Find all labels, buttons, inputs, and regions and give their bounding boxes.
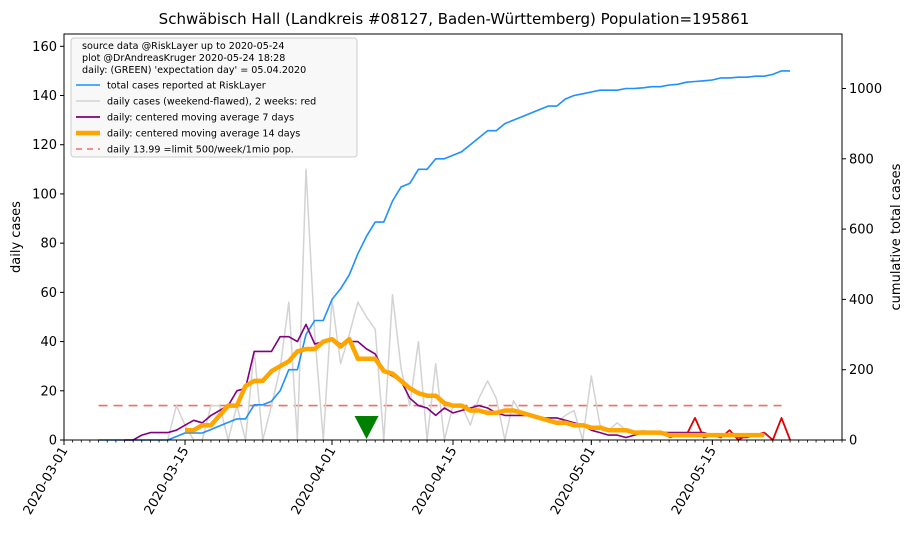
legend: source data @RiskLayer up to 2020-05-24p…	[70, 37, 358, 158]
series-total-cases	[98, 70, 791, 441]
y-axis-label-right: cumulative total cases	[889, 163, 904, 310]
series-ma14	[185, 336, 765, 438]
y-right-tick-label: 1000	[849, 82, 882, 97]
series-layer	[98, 70, 791, 441]
legend-box	[70, 37, 358, 158]
series-daily-cases-recent	[668, 416, 791, 441]
y-left-tick-label: 120	[32, 138, 57, 153]
y-right-tick-label: 0	[849, 434, 857, 449]
legend-total-label: total cases reported at RiskLayer	[107, 81, 266, 92]
y-left-tick-label: 60	[40, 286, 57, 301]
legend-header-line: source data @RiskLayer up to 2020-05-24	[82, 41, 285, 52]
legend-daily-label: daily cases (weekend-flawed), 2 weeks: r…	[107, 97, 316, 108]
y-left-tick-label: 40	[40, 335, 57, 350]
y-right-tick-label: 800	[849, 152, 874, 167]
y-left-tick-label: 140	[32, 89, 57, 104]
legend-limit-label: daily 13.99 =limit 500/week/1mio pop.	[107, 145, 294, 156]
legend-header-line: plot @DrAndreasKruger 2020-05-24 18:28	[82, 53, 285, 64]
y-left-tick-label: 100	[32, 187, 57, 202]
y-left-tick-label: 80	[40, 237, 57, 252]
legend-ma7-label: daily: centered moving average 7 days	[107, 113, 294, 124]
legend-header-line: daily: (GREEN) 'expectation day' = 05.04…	[82, 65, 306, 76]
y-right-tick-label: 200	[849, 363, 874, 378]
y-left-tick-label: 0	[49, 434, 57, 449]
chart-title: Schwäbisch Hall (Landkreis #08127, Baden…	[159, 10, 750, 28]
y-left-tick-label: 160	[32, 40, 57, 55]
expectation-day-marker	[354, 416, 379, 439]
legend-ma14-label: daily: centered moving average 14 days	[107, 129, 300, 140]
y-right-tick-label: 400	[849, 293, 874, 308]
y-left-tick-label: 20	[40, 384, 57, 399]
y-axis-label-left: daily cases	[9, 201, 24, 273]
y-right-tick-label: 600	[849, 223, 874, 238]
